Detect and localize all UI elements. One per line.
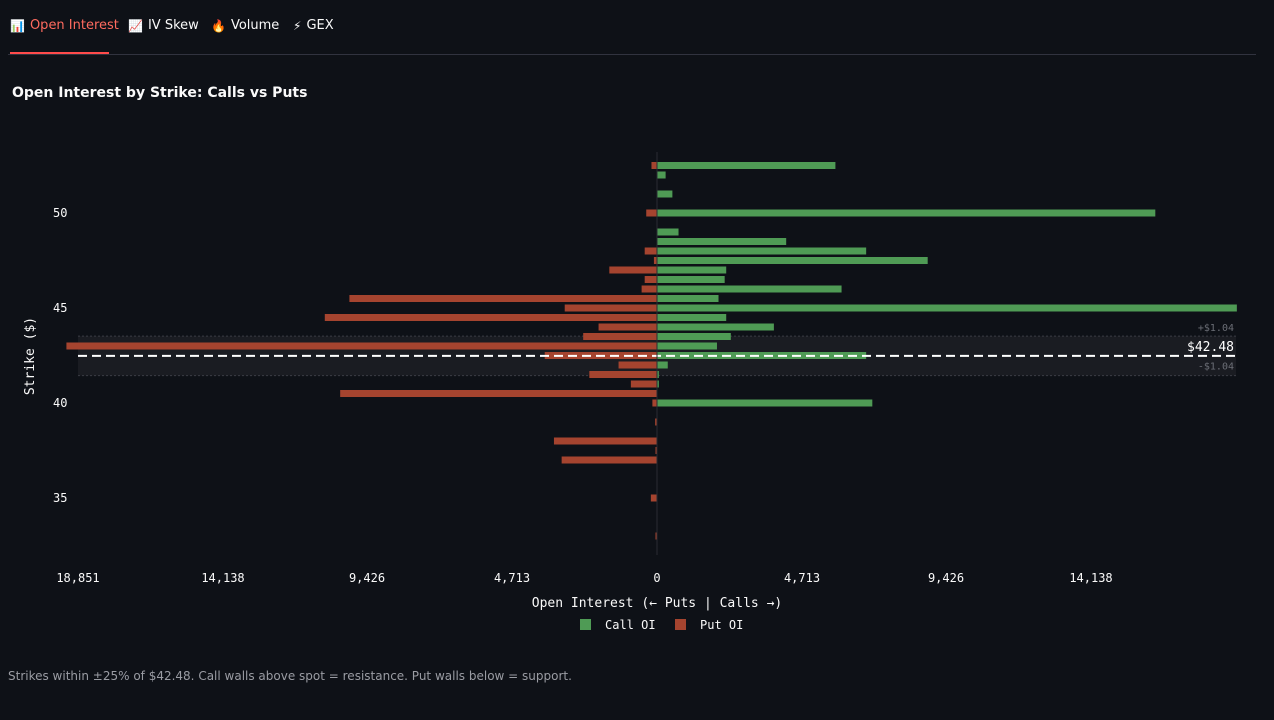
band-lower-label: -$1.04 bbox=[1198, 362, 1234, 373]
legend-put-label: Put OI bbox=[700, 618, 743, 632]
x-tick-label: 14,138 bbox=[201, 571, 244, 585]
x-tick-label: 18,851 bbox=[56, 571, 99, 585]
put-bar bbox=[561, 456, 657, 464]
y-tick-label: 40 bbox=[53, 396, 67, 410]
put-bar bbox=[644, 276, 657, 283]
call-bar bbox=[657, 171, 666, 179]
put-bar bbox=[651, 162, 657, 169]
y-tick-label: 35 bbox=[53, 491, 67, 505]
put-bar bbox=[66, 342, 657, 350]
put-bar bbox=[655, 447, 657, 454]
tab-gex[interactable]: ⚡ GEX bbox=[293, 18, 334, 54]
call-bar bbox=[657, 190, 673, 198]
bar-chart-icon: 📊 bbox=[10, 19, 25, 33]
tab-bar: 📊 Open Interest 📈 IV Skew 🔥 Volume ⚡ GEX bbox=[8, 0, 1256, 55]
call-bar bbox=[657, 276, 725, 283]
bars bbox=[66, 162, 1237, 540]
tab-label: GEX bbox=[306, 18, 334, 33]
call-bar bbox=[657, 371, 659, 378]
open-interest-chart: +$1.04 -$1.04 $42.48 50 45 40 35 Strike ($) 18… bbox=[23, 152, 1237, 632]
call-bar bbox=[657, 266, 727, 274]
tab-label: Open Interest bbox=[29, 18, 119, 33]
tab-open-interest[interactable]: 📊 Open Interest bbox=[10, 18, 119, 54]
x-tick-label: 0 bbox=[653, 571, 660, 585]
put-bar bbox=[609, 266, 657, 274]
call-bar bbox=[657, 323, 774, 331]
call-bar bbox=[657, 209, 1156, 217]
put-bar bbox=[618, 361, 657, 369]
x-tick-label: 9,426 bbox=[349, 571, 385, 585]
band-upper-label: +$1.04 bbox=[1198, 323, 1234, 334]
legend-call-swatch bbox=[580, 619, 591, 630]
y-axis-label: Strike ($) bbox=[23, 317, 38, 395]
x-tick-label: 4,713 bbox=[784, 571, 820, 585]
x-tick-label: 14,138 bbox=[1069, 571, 1112, 585]
call-bar bbox=[657, 352, 867, 359]
put-bar bbox=[653, 257, 657, 264]
put-bar bbox=[655, 532, 657, 540]
call-bar bbox=[657, 333, 731, 340]
tab-iv-skew[interactable]: 📈 IV Skew bbox=[128, 18, 199, 54]
put-bar bbox=[644, 247, 657, 255]
spot-label: $42.48 bbox=[1187, 340, 1234, 355]
put-bar bbox=[652, 399, 657, 407]
y-tick-label: 50 bbox=[53, 206, 67, 220]
call-bar bbox=[657, 247, 867, 255]
line-chart-icon: 📈 bbox=[128, 19, 143, 33]
call-bar bbox=[657, 238, 787, 245]
axes: 50 45 40 35 Strike ($) 18,851 14,138 9,426 4,713… bbox=[23, 152, 1113, 611]
call-bar bbox=[657, 304, 1237, 312]
call-bar bbox=[657, 295, 719, 302]
put-bar bbox=[349, 295, 657, 302]
call-bar bbox=[657, 314, 727, 321]
call-bar bbox=[657, 228, 679, 236]
fire-icon: 🔥 bbox=[211, 19, 226, 33]
put-bar bbox=[589, 371, 657, 378]
put-bar bbox=[598, 323, 657, 331]
call-bar bbox=[657, 285, 842, 293]
tab-label: IV Skew bbox=[147, 18, 199, 33]
call-bar bbox=[657, 399, 873, 407]
put-bar bbox=[646, 209, 657, 217]
put-bar bbox=[655, 418, 657, 426]
call-bar bbox=[657, 380, 659, 388]
put-bar bbox=[583, 333, 657, 340]
put-bar bbox=[324, 314, 657, 321]
legend-call-label: Call OI bbox=[605, 618, 656, 632]
put-bar bbox=[340, 390, 657, 397]
legend: Call OI Put OI bbox=[580, 618, 743, 632]
tab-label: Volume bbox=[230, 18, 280, 33]
call-bar bbox=[657, 361, 668, 369]
call-bar bbox=[657, 162, 836, 169]
chart-caption: Strikes within ±25% of $42.48. Call wall… bbox=[8, 669, 572, 683]
call-bar bbox=[657, 257, 928, 264]
x-axis-label: Open Interest (← Puts | Calls →) bbox=[532, 596, 782, 611]
x-tick-label: 9,426 bbox=[928, 571, 964, 585]
y-tick-label: 45 bbox=[53, 301, 67, 315]
tab-volume[interactable]: 🔥 Volume bbox=[211, 18, 279, 54]
put-bar bbox=[564, 304, 657, 312]
x-tick-label: 4,713 bbox=[494, 571, 530, 585]
lightning-icon: ⚡ bbox=[293, 19, 302, 33]
chart-title: Open Interest by Strike: Calls vs Puts bbox=[12, 85, 308, 101]
legend-put-swatch bbox=[675, 619, 686, 630]
put-bar bbox=[553, 437, 657, 445]
put-bar bbox=[641, 285, 657, 293]
call-bar bbox=[657, 342, 717, 350]
put-bar bbox=[650, 494, 657, 502]
put-bar bbox=[630, 380, 657, 388]
